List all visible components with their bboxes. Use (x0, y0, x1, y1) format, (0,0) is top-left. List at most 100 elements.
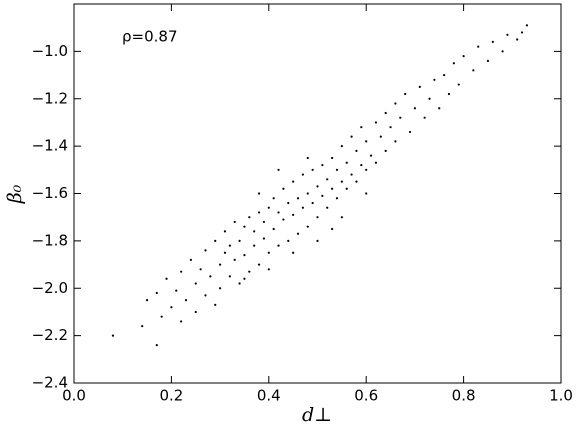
point (238, 282, 241, 285)
point (331, 156, 334, 160)
point (345, 187, 348, 190)
x-tick-label: 0.2 (159, 387, 183, 405)
y-tick-label: −1.4 (32, 137, 68, 155)
x-tick-label: 0.6 (354, 387, 378, 405)
y-tick-label: −2.0 (32, 279, 68, 297)
point (301, 173, 304, 176)
point (155, 291, 158, 295)
point (447, 92, 451, 96)
point (438, 107, 441, 110)
point (296, 232, 300, 235)
point (287, 239, 290, 242)
point (413, 107, 416, 110)
point (369, 154, 373, 157)
point (292, 251, 295, 254)
point (253, 230, 256, 233)
point (111, 334, 115, 337)
point (209, 275, 212, 278)
point (399, 116, 402, 119)
point (506, 33, 509, 36)
point (248, 216, 251, 219)
point (394, 102, 397, 105)
point (355, 180, 358, 183)
y-tick-label: −1.6 (32, 184, 68, 202)
x-axis-label: d⊥ (302, 404, 332, 426)
point (355, 149, 358, 152)
point (433, 78, 436, 81)
point (219, 263, 222, 266)
point (155, 344, 158, 347)
point (350, 135, 353, 138)
point (292, 213, 295, 216)
point (443, 73, 446, 77)
point (170, 306, 173, 309)
point (374, 121, 378, 124)
point (326, 206, 329, 209)
point (257, 192, 261, 195)
point (277, 211, 280, 214)
point (180, 320, 183, 323)
point (321, 194, 324, 197)
x-tick-label: 0.8 (452, 387, 476, 405)
point (228, 275, 231, 278)
point (472, 69, 475, 72)
y-tick-label: −2.2 (32, 326, 68, 344)
point (486, 59, 490, 62)
point (457, 83, 460, 86)
point (272, 197, 275, 200)
point (219, 287, 222, 290)
point (184, 298, 188, 302)
annotation: ρ=0.87 (122, 28, 178, 46)
y-tick-label: −1.8 (32, 231, 68, 249)
point (223, 251, 227, 254)
point (204, 294, 207, 297)
point (462, 55, 465, 58)
point (423, 116, 426, 119)
point (204, 249, 207, 252)
point (228, 244, 231, 247)
point (243, 277, 246, 280)
point (306, 192, 309, 195)
point (306, 225, 309, 228)
point (491, 40, 494, 44)
point (223, 230, 227, 233)
point (301, 206, 304, 209)
point (404, 92, 407, 96)
point (175, 289, 178, 292)
point (520, 31, 524, 34)
point (384, 111, 387, 115)
y-axis-label: β₀ (4, 184, 26, 204)
point (165, 277, 168, 280)
point (287, 201, 290, 205)
point (316, 239, 319, 242)
point (141, 325, 144, 328)
point (145, 298, 149, 302)
point (262, 220, 266, 224)
point (452, 62, 455, 65)
point (277, 244, 280, 247)
point (253, 244, 256, 247)
point (233, 220, 236, 224)
point (262, 237, 266, 240)
point (296, 197, 300, 200)
point (267, 251, 270, 254)
point (277, 168, 280, 171)
point (199, 268, 202, 271)
point (331, 187, 334, 190)
point (257, 263, 261, 266)
point (379, 135, 382, 138)
point (340, 180, 343, 183)
point (233, 258, 236, 261)
point (311, 168, 314, 171)
point (243, 225, 246, 228)
point (243, 253, 246, 257)
point (282, 187, 285, 190)
point (321, 163, 324, 167)
point (272, 227, 275, 231)
point (180, 270, 183, 273)
x-tick-label: 0.0 (62, 387, 86, 405)
point (340, 145, 343, 148)
point (189, 258, 192, 261)
x-tick-label: 1.0 (549, 387, 573, 405)
point (428, 97, 431, 100)
